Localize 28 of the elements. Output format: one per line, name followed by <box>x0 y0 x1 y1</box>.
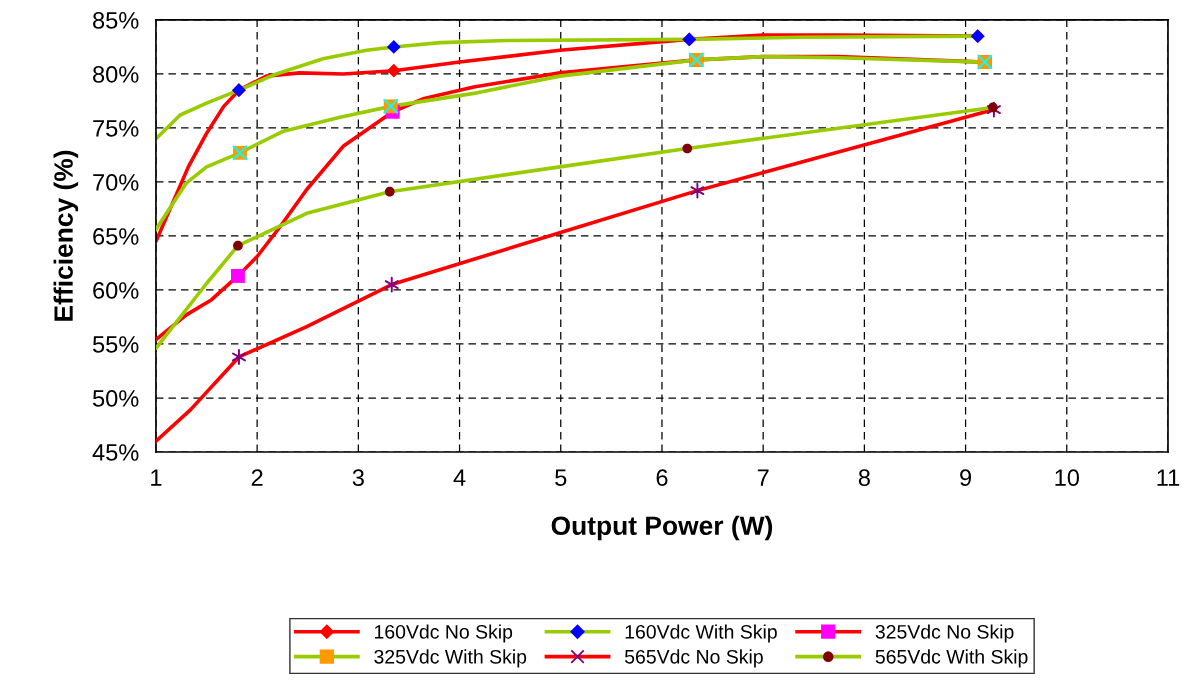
y-tick-label: 75% <box>93 120 139 137</box>
x-tick-label: 10 <box>1055 469 1079 487</box>
x-tick-label: 2 <box>251 469 263 486</box>
y-tick-label: 65% <box>93 228 139 245</box>
y-axis-title: Efficiency (%) <box>53 150 79 321</box>
x-tick-label: 11 <box>1157 469 1180 486</box>
y-tick-label: 85% <box>93 12 139 29</box>
y-tick-label: 45% <box>92 444 139 461</box>
y-tick-label: 80% <box>93 66 139 83</box>
x-tick-label: 4 <box>453 469 466 486</box>
x-tick-label: 6 <box>656 469 668 487</box>
legend-label: 160Vdc With Skip <box>625 624 777 643</box>
y-tick-label: 50% <box>92 390 139 407</box>
y-tick-label: 55% <box>92 336 139 353</box>
x-tick-label: 7 <box>757 469 769 486</box>
legend-label: 160Vdc No Skip <box>374 624 513 643</box>
legend-label: 325Vdc No Skip <box>875 624 1014 643</box>
y-tick-label: 60% <box>93 282 139 299</box>
legend-label: 565Vdc No Skip <box>624 649 763 668</box>
x-tick-label: 3 <box>352 469 364 487</box>
legend-label: 565Vdc With Skip <box>875 649 1028 668</box>
x-tick-label: 1 <box>151 469 162 486</box>
y-tick-label: 70% <box>93 174 139 191</box>
legend-label: 325Vdc With Skip <box>374 649 527 668</box>
x-tick-label: 8 <box>858 469 870 487</box>
x-tick-label: 5 <box>555 469 567 487</box>
x-tick-label: 9 <box>960 469 972 487</box>
x-axis-title: Output Power (W) <box>551 515 773 541</box>
